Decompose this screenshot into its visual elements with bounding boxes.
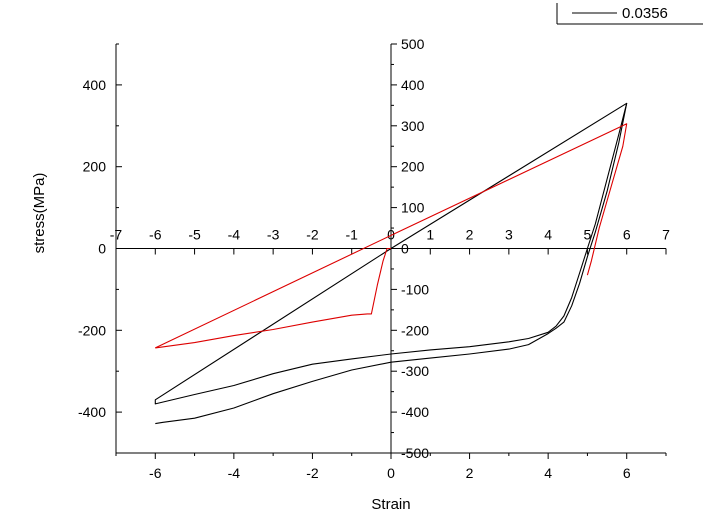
middle-axis-tick-label: 3 [505,227,513,243]
right-axis-tick-label: 0 [401,241,409,257]
middle-axis-tick-label: -4 [228,227,241,243]
legend-label: 0.0356 [622,5,668,22]
right-axis-tick-label: -100 [401,281,429,297]
middle-axis-tick-label: 4 [544,227,552,243]
bottom-axis-tick-label: 4 [544,465,552,481]
middle-axis-tick-label: -6 [149,227,162,243]
series-line [155,103,628,425]
right-axis-tick-label: 200 [401,159,425,175]
left-axis-tick-label: -400 [78,404,106,420]
right-axis-tick-label: -200 [401,322,429,338]
right-axis-tick-label: -300 [401,363,429,379]
bottom-axis-tick-label: -4 [228,465,241,481]
bottom-axis-tick-label: -2 [306,465,319,481]
right-axis-tick-label: 400 [401,77,425,93]
left-axis-tick-label: 200 [83,159,107,175]
x-axis-title: Strain [371,496,410,513]
left-axis-tick-label: 0 [98,241,106,257]
middle-axis-tick-label: 5 [584,227,592,243]
middle-axis-tick-label: -7 [110,227,123,243]
bottom-axis-tick-label: 0 [387,465,395,481]
middle-axis-tick-label: -5 [188,227,201,243]
middle-axis-tick-label: 1 [426,227,434,243]
series-layer [154,102,628,425]
middle-axis-tick-label: 0 [387,227,395,243]
bottom-axis-tick-label: 2 [466,465,474,481]
legend: 0.0356 [556,3,703,25]
series-line [154,102,628,405]
right-axis-tick-label: -400 [401,404,429,420]
right-axis-tick-label: 100 [401,200,425,216]
middle-axis-tick-label: -3 [267,227,280,243]
ticks-layer: -6 -4 -2 0 2 4 6 -7 -6 -5 -4 -3 -2 -1 0 1 2 3 4 5 6 7 -400 -200… [78,36,670,481]
left-axis-tick-label: 400 [83,77,107,93]
series-line [155,247,391,349]
middle-axis-tick-label: 7 [662,227,670,243]
right-axis-tick-label: 300 [401,118,425,134]
right-axis-tick-label: -500 [401,445,429,461]
middle-axis-tick-label: 6 [623,227,631,243]
y-axis-title: stress(MPa) [31,173,48,254]
bottom-axis-tick-label: 6 [623,465,631,481]
series-line [155,123,628,349]
right-axis-tick-label: 500 [401,36,425,52]
middle-axis-tick-label: -1 [345,227,358,243]
left-axis-tick-label: -200 [78,322,106,338]
bottom-axis-tick-label: -6 [149,465,162,481]
middle-axis-tick-label: 2 [466,227,474,243]
middle-axis-tick-label: -2 [306,227,319,243]
